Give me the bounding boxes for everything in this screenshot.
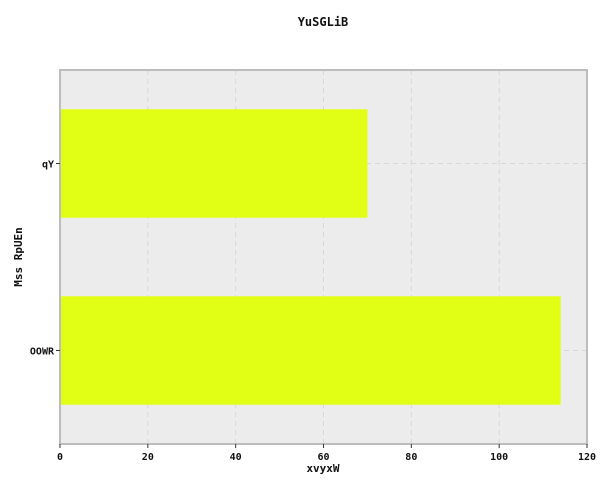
x-tick-label: 0 — [57, 452, 63, 463]
ticks: 0 20 40 60 80 100 120 OOWR qY — [30, 160, 596, 464]
x-axis-label: xvyxW — [306, 462, 339, 475]
x-tick-label: 20 — [142, 452, 154, 463]
chart-title: YuSGLiB — [298, 15, 349, 29]
x-tick-label: 80 — [405, 452, 417, 463]
bar-oowr — [60, 296, 561, 405]
bar-qy — [60, 109, 368, 218]
x-tick-label: 60 — [317, 452, 329, 463]
bars — [60, 109, 561, 405]
x-tick-label: 100 — [490, 452, 508, 463]
y-axis-label: Mss RpUEn — [12, 227, 25, 287]
x-tick-label: 40 — [230, 452, 242, 463]
x-tick-label: 120 — [578, 452, 596, 463]
y-tick-label: qY — [42, 160, 54, 171]
y-tick-label: OOWR — [30, 347, 55, 358]
